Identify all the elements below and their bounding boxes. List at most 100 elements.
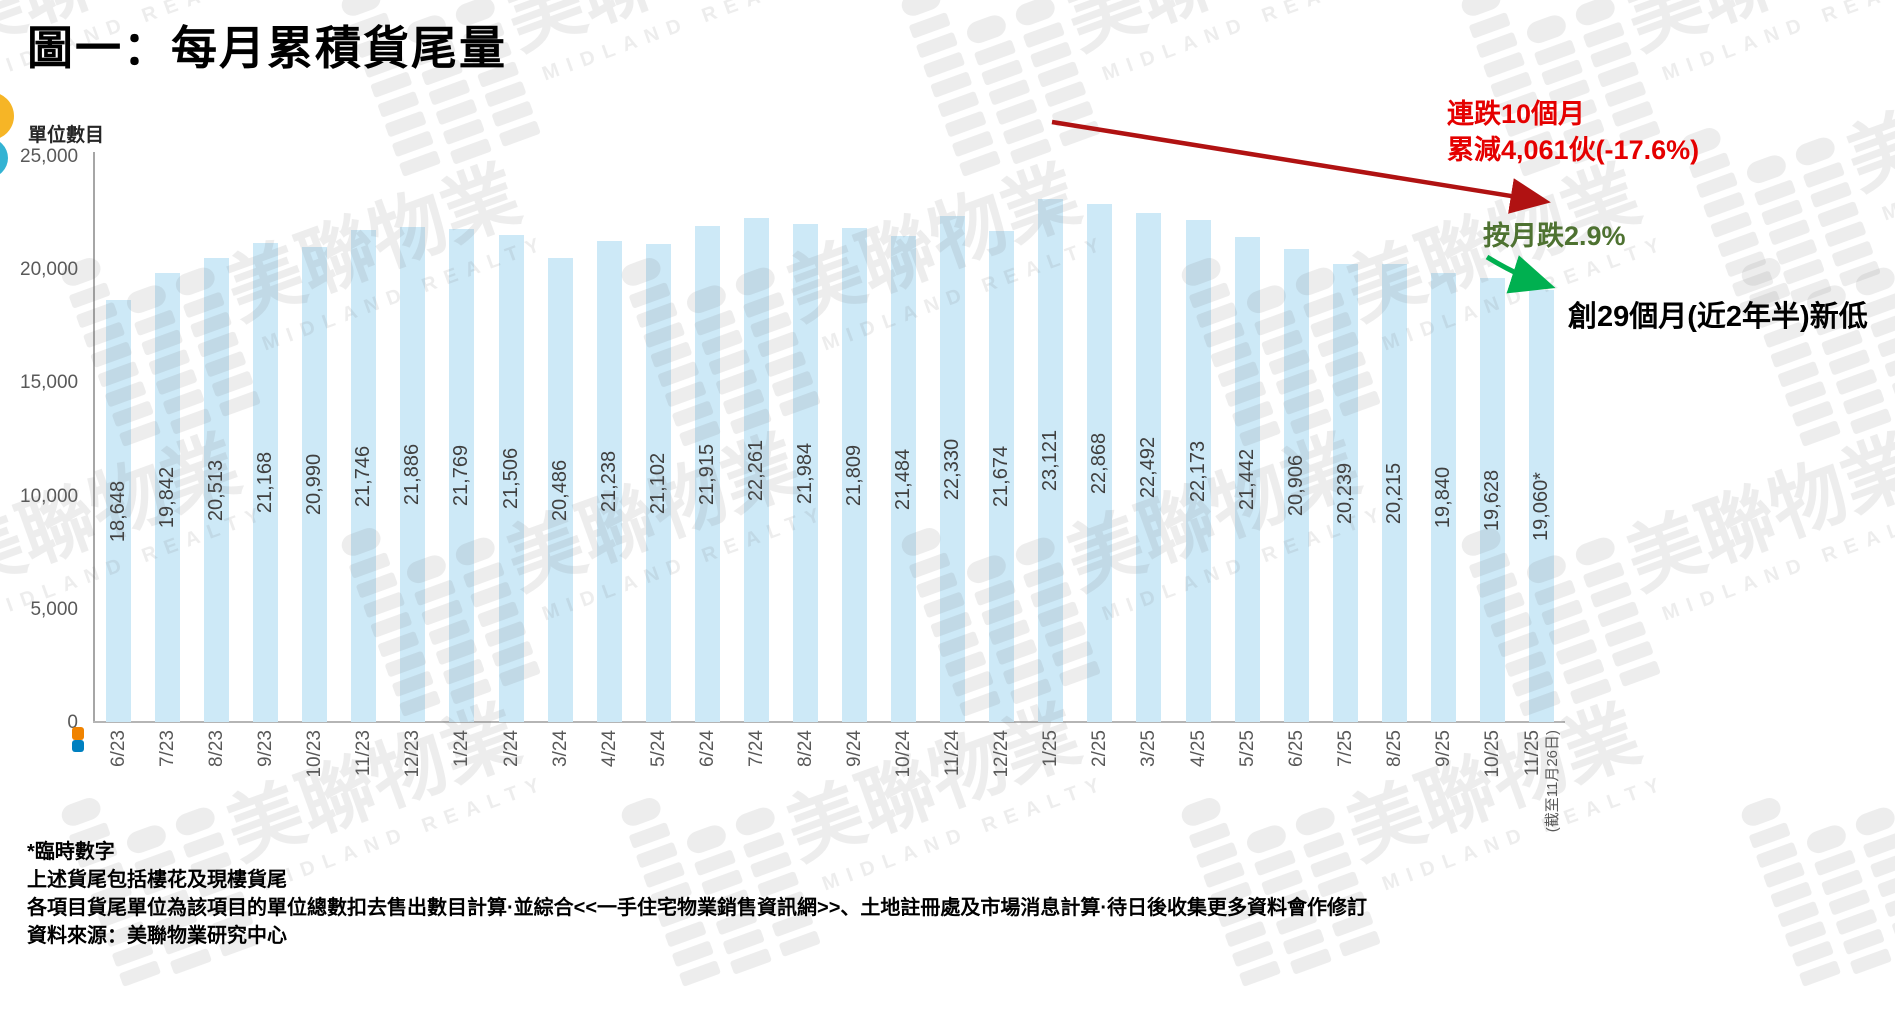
- bar-value-label: 21,506: [500, 447, 523, 510]
- x-tick-label: 10/24: [892, 730, 914, 778]
- bar-value-label: 22,173: [1187, 440, 1210, 502]
- bar: [1333, 264, 1358, 722]
- bar: [891, 236, 916, 722]
- x-tick-label: 1/24: [450, 730, 472, 767]
- bar-value-label: 20,215: [1383, 462, 1406, 524]
- x-tick-label: 12/23: [401, 730, 423, 778]
- bar: [695, 226, 720, 722]
- x-tick-label: 3/25: [1137, 730, 1159, 767]
- bar: [204, 258, 229, 722]
- bar: [548, 258, 573, 722]
- x-axis-line: [93, 721, 1565, 723]
- bar-value-label: 22,330: [941, 438, 964, 500]
- bar-value-label: 19,842: [156, 466, 179, 529]
- x-tick-label: 4/24: [598, 730, 620, 767]
- bar: [1480, 278, 1505, 722]
- x-tick-label: 9/24: [843, 730, 865, 767]
- x-tick-label: 8/25: [1383, 730, 1405, 767]
- y-tick-label: 10,000: [20, 485, 79, 507]
- bar: [400, 227, 425, 722]
- x-tick-label: 2/25: [1088, 730, 1110, 767]
- bar-value-label: 22,261: [745, 439, 768, 501]
- x-tick-label: 5/25: [1236, 730, 1258, 767]
- bar-value-label: 20,239: [1334, 462, 1357, 524]
- x-tick-label: 1/25: [1039, 730, 1061, 767]
- bar-value-label: 21,769: [450, 444, 473, 507]
- x-tick-label: 9/25: [1432, 730, 1454, 767]
- x-tick-label: 10/25: [1481, 730, 1503, 778]
- bar: [155, 273, 180, 722]
- x-tick-label: 7/24: [745, 730, 767, 767]
- bar: [106, 300, 131, 722]
- bar: [646, 244, 671, 722]
- bar: [793, 224, 818, 722]
- x-tick-label: 9/23: [254, 730, 276, 767]
- bar: [940, 216, 965, 722]
- bar: [302, 247, 327, 722]
- x-tick-note: (截至11月26日): [1543, 730, 1561, 833]
- x-tick-label: 6/24: [696, 730, 718, 767]
- bar: [1186, 220, 1211, 722]
- bar: [989, 231, 1014, 722]
- y-axis-unit-label: 單位數目: [28, 125, 105, 146]
- bar-value-label: 21,102: [647, 452, 670, 514]
- x-tick-label: 10/23: [303, 730, 325, 778]
- y-tick-label: 15,000: [20, 372, 79, 394]
- x-tick-label: 6/23: [107, 730, 129, 767]
- bar-value-label: 19,060*: [1530, 471, 1552, 541]
- bar-chart: 單位數目 0 5,000 10,000 15,000 20,000 25,000 18,64…: [20, 125, 1565, 833]
- bar: [597, 241, 622, 722]
- y-tick-label: 20,000: [20, 259, 79, 281]
- x-tick-label: 6/25: [1285, 730, 1307, 767]
- bar-value-label: 21,809: [843, 444, 866, 506]
- bar-value-label: 19,628: [1481, 469, 1504, 531]
- y-tick-label: 25,000: [20, 146, 79, 167]
- bar-value-label: 21,915: [696, 443, 719, 505]
- x-tick-label: 12/24: [990, 730, 1012, 778]
- bar: [351, 230, 376, 722]
- bar: [1136, 213, 1161, 722]
- bar: [1431, 273, 1456, 722]
- x-tick-label: 4/25: [1187, 730, 1209, 767]
- x-tick-label: 8/24: [794, 730, 816, 767]
- bar: [253, 243, 278, 722]
- bar: [1038, 199, 1063, 722]
- x-tick-label: 5/24: [647, 730, 669, 767]
- bar-value-label: 20,513: [205, 459, 228, 521]
- x-tick-label: 8/23: [205, 730, 227, 767]
- bar-value-label: 18,648: [107, 480, 130, 542]
- x-tick-label: 3/24: [549, 730, 571, 767]
- bar: [449, 229, 474, 722]
- x-tick-label: 7/23: [156, 730, 178, 767]
- x-tick-label: 11/25: [1521, 730, 1543, 777]
- x-tick-label: 2/24: [500, 730, 522, 767]
- bar-value-label: 21,484: [892, 448, 915, 510]
- bar: [1235, 237, 1260, 722]
- bar: [499, 235, 524, 722]
- bar-value-label: 21,238: [598, 450, 621, 513]
- bar: [1087, 204, 1112, 722]
- bar-value-label: 21,984: [794, 442, 817, 504]
- bar-value-label: 21,442: [1236, 448, 1259, 511]
- bar-value-label: 22,492: [1137, 436, 1160, 499]
- bar: [1284, 249, 1309, 722]
- x-tick-label: 7/25: [1334, 730, 1356, 767]
- bar-value-label: 21,168: [254, 451, 277, 514]
- bar-value-label: 21,886: [401, 443, 424, 506]
- bar: [1529, 290, 1554, 722]
- x-tick-label: 11/24: [941, 730, 963, 777]
- bar-value-label: 22,868: [1088, 432, 1111, 494]
- bar-value-label: 21,746: [352, 445, 375, 507]
- bar-value-label: 20,486: [549, 459, 572, 521]
- bar-value-label: 20,906: [1285, 454, 1308, 517]
- bar-value-label: 19,840: [1432, 466, 1455, 529]
- bar: [744, 218, 769, 722]
- y-tick-label: 5,000: [30, 598, 78, 620]
- bar-value-label: 20,990: [303, 453, 326, 516]
- bar-value-label: 21,674: [990, 445, 1013, 508]
- y-axis-line: [93, 152, 95, 722]
- bar: [842, 228, 867, 722]
- x-tick-label: 11/23: [352, 730, 374, 777]
- y-tick-label: 0: [67, 712, 78, 733]
- bar: [1382, 264, 1407, 722]
